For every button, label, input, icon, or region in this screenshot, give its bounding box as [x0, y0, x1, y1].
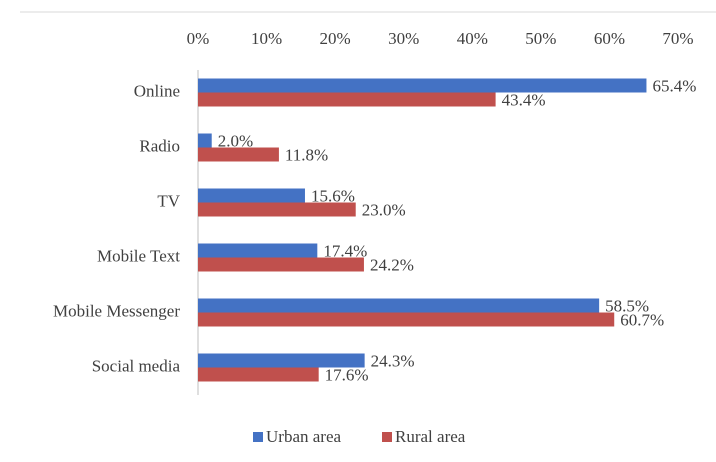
x-tick-label: 20%	[320, 29, 351, 48]
y-tick-label: TV	[157, 191, 180, 210]
bar	[198, 367, 319, 382]
legend-swatch	[382, 432, 392, 442]
legend-swatch	[253, 432, 263, 442]
data-label: 43.4%	[502, 90, 546, 109]
data-label: 11.8%	[285, 145, 328, 164]
data-label: 2.0%	[218, 131, 253, 150]
x-tick-label: 10%	[251, 29, 282, 48]
legend-label: Rural area	[395, 427, 466, 446]
bar	[198, 78, 647, 93]
bar	[198, 243, 318, 258]
legend-label: Urban area	[266, 427, 341, 446]
data-label: 17.4%	[323, 241, 367, 260]
x-tick-label: 40%	[457, 29, 488, 48]
bar	[198, 202, 356, 217]
data-label: 23.0%	[362, 200, 406, 219]
x-tick-label: 60%	[594, 29, 625, 48]
data-label: 60.7%	[620, 310, 664, 329]
y-tick-label: Social media	[92, 356, 181, 375]
bar	[198, 188, 305, 203]
y-tick-label: Mobile Text	[97, 246, 180, 265]
data-label: 17.6%	[325, 365, 369, 384]
x-tick-label: 50%	[525, 29, 556, 48]
bar	[198, 257, 364, 272]
data-label: 24.2%	[370, 255, 414, 274]
bar	[198, 353, 365, 368]
y-tick-label: Online	[134, 81, 180, 100]
y-tick-label: Radio	[139, 136, 180, 155]
x-tick-label: 0%	[187, 29, 210, 48]
data-label: 65.4%	[652, 76, 696, 95]
y-tick-label: Mobile Messenger	[53, 301, 180, 320]
bar	[198, 298, 600, 313]
data-label: 58.5%	[605, 296, 649, 315]
bar	[198, 312, 615, 327]
bar	[198, 92, 496, 107]
bar	[198, 133, 212, 148]
data-label: 15.6%	[311, 186, 355, 205]
x-tick-label: 30%	[388, 29, 419, 48]
data-label: 24.3%	[371, 351, 415, 370]
x-tick-label: 70%	[662, 29, 693, 48]
bar	[198, 147, 279, 162]
